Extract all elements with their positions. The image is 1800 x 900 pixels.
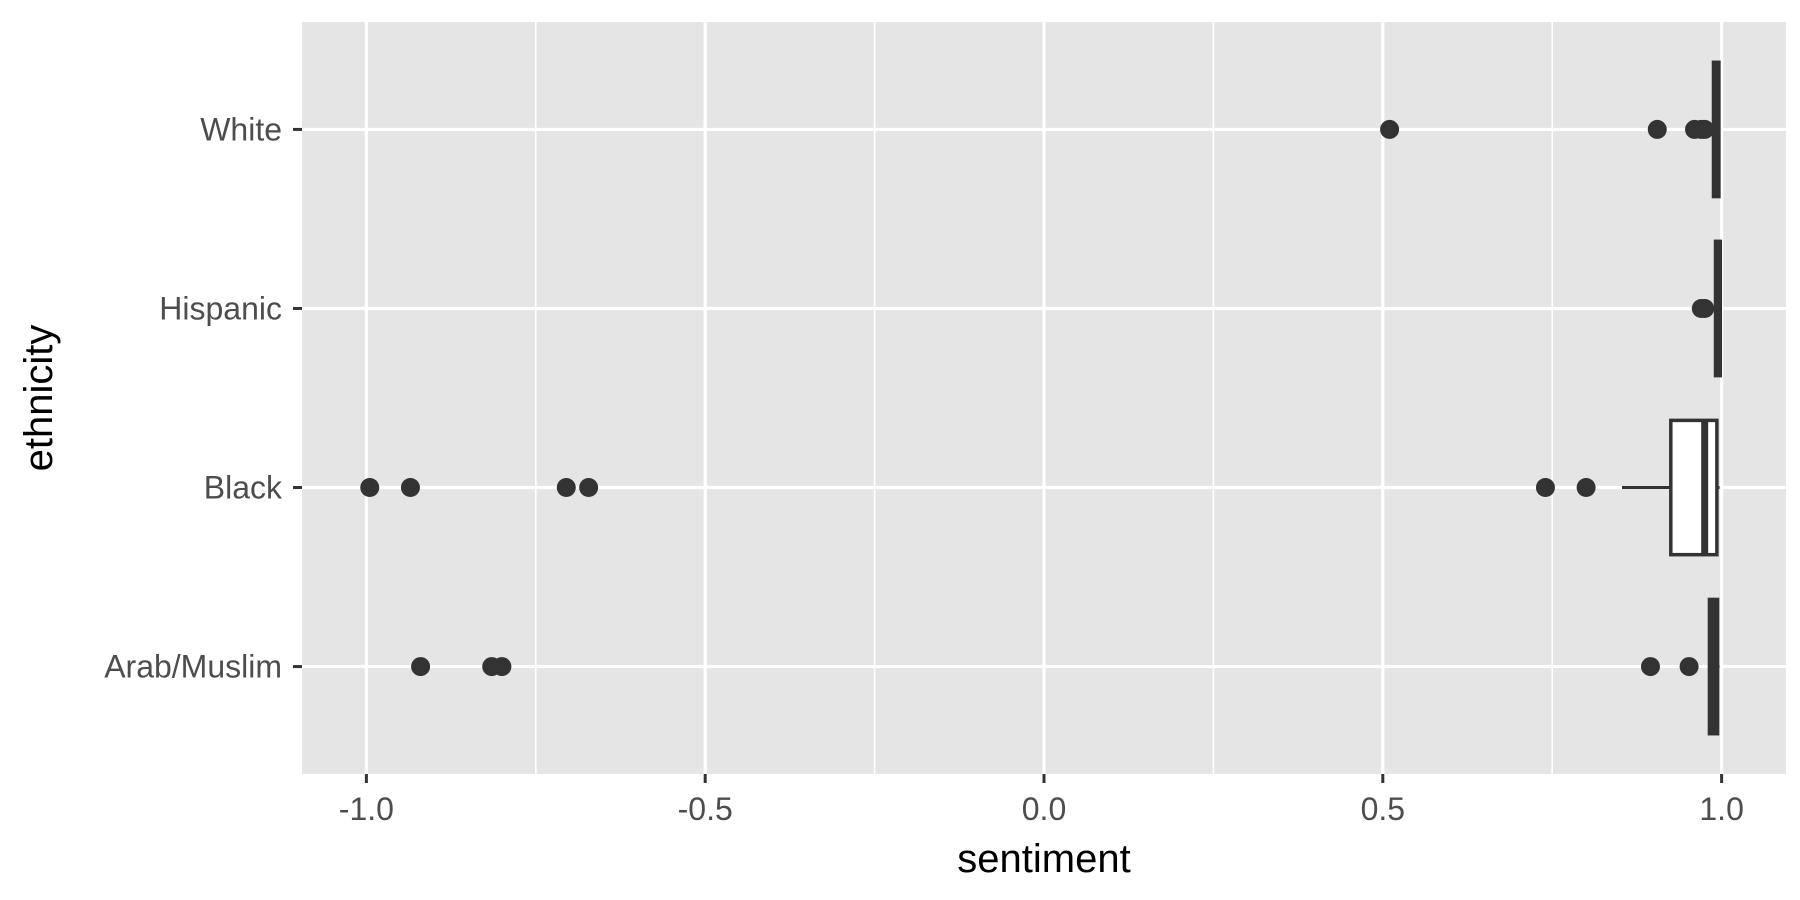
outlier-point (400, 478, 420, 498)
outlier-point (1695, 298, 1715, 318)
outlier-point (1535, 478, 1555, 498)
box-white (1380, 60, 1721, 199)
outlier-point (556, 478, 576, 498)
y-tick-label: Hispanic (159, 290, 282, 326)
outlier-point (360, 478, 380, 498)
outlier-point (1647, 119, 1667, 139)
y-axis-title: ethnicity (17, 325, 61, 472)
x-tick-label: 0.5 (1361, 791, 1405, 827)
outlier-point (411, 657, 431, 677)
outlier-point (1640, 657, 1660, 677)
box-black (360, 418, 1720, 557)
minor-gridlines (534, 22, 1554, 774)
x-axis-title: sentiment (957, 837, 1130, 881)
x-tick-label: 1.0 (1699, 791, 1743, 827)
y-tick-label: Black (204, 470, 283, 506)
y-tick-label: Arab/Muslim (104, 649, 282, 685)
outlier-point (1679, 657, 1699, 677)
box-arab-muslim (411, 597, 1720, 736)
outlier-point (492, 657, 512, 677)
y-tick-label: White (200, 111, 282, 147)
box-iqr (1669, 418, 1719, 557)
x-tick-label: -0.5 (678, 791, 733, 827)
box-series (360, 60, 1723, 736)
outlier-point (579, 478, 599, 498)
x-tick-label: 0.0 (1022, 791, 1066, 827)
outlier-point (1380, 119, 1400, 139)
outlier-point (1576, 478, 1596, 498)
x-tick-label: -1.0 (339, 791, 394, 827)
box-hispanic (1691, 239, 1723, 378)
x-axis: -1.0 -0.5 0.0 0.5 1.0 (339, 774, 1744, 827)
outlier-point (1695, 119, 1715, 139)
y-axis: White Hispanic Black Arab/Muslim (104, 111, 302, 685)
